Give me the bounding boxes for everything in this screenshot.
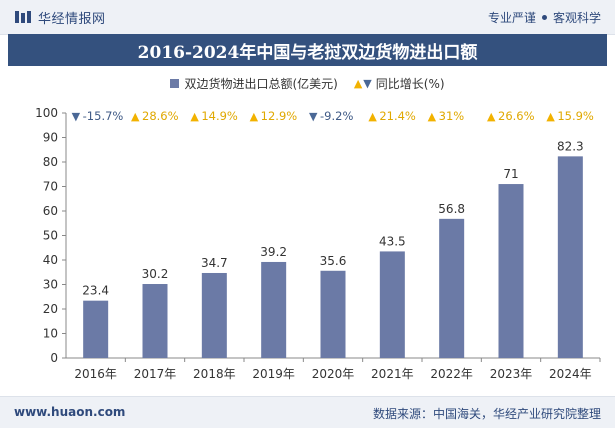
growth-label: ▲ 15.9% (546, 109, 594, 123)
bar-value-label: 34.7 (201, 256, 228, 270)
growth-value: -9.2% (320, 109, 353, 123)
triangle-up-icon: ▲ (368, 110, 377, 123)
growth-label: ▲ 31% (428, 109, 465, 123)
x-tick-label: 2022年 (430, 367, 473, 381)
footer: www.huaon.com 数据来源：中国海关，华经产业研究院整理 (0, 396, 615, 428)
x-tick-label: 2020年 (312, 367, 355, 381)
bar-value-label: 82.3 (557, 139, 584, 153)
bar[interactable] (439, 218, 465, 358)
growth-label: ▲ 28.6% (131, 109, 179, 123)
triangle-down-icon: ▼ (72, 110, 81, 123)
triangle-down-icon: ▼ (363, 76, 372, 90)
growth-label: ▲ 26.6% (487, 109, 535, 123)
bar[interactable] (557, 156, 583, 358)
triangle-up-icon: ▲ (428, 110, 437, 123)
title-bar: 2016-2024年中国与老挝双边货物进出口额 (8, 34, 607, 66)
slogan-right: 客观科学 (552, 11, 601, 25)
x-tick-label: 2016年 (74, 367, 117, 381)
growth-value: -15.7% (83, 109, 124, 123)
bar[interactable] (83, 300, 109, 358)
triangle-up-icon: ▲ (353, 76, 363, 90)
triangle-up-icon: ▲ (250, 110, 259, 123)
legend-label-growth: 同比增长(%) (375, 76, 445, 91)
bar[interactable] (201, 272, 227, 358)
legend-swatch-icon (170, 78, 180, 88)
bar-value-label: 35.6 (320, 254, 347, 268)
brand[interactable]: 华经情报网 (14, 8, 106, 27)
triangle-down-icon: ▼ (309, 110, 318, 123)
brand-name: 华经情报网 (38, 11, 106, 27)
x-tick-label: 2024年 (549, 367, 592, 381)
bar-value-label: 30.2 (142, 267, 169, 281)
growth-value: 12.9% (261, 109, 298, 123)
growth-label: ▲ 21.4% (368, 109, 416, 123)
y-tick-label: 60 (43, 204, 58, 218)
slogan: 专业严谨 客观科学 (488, 9, 601, 26)
growth-label: ▲ 12.9% (250, 109, 298, 123)
x-tick-label: 2021年 (371, 367, 414, 381)
growth-label: ▼ -15.7% (72, 109, 124, 123)
growth-label: ▲ 14.9% (190, 109, 238, 123)
x-tick-label: 2018年 (193, 367, 236, 381)
y-tick-label: 0 (50, 351, 58, 365)
y-axis: 0 10 20 30 40 50 60 70 80 90 100 (35, 106, 67, 365)
y-tick-label: 40 (43, 253, 58, 267)
chart-title: 2016-2024年中国与老挝双边货物进出口额 (137, 42, 478, 63)
x-tick-label: 2023年 (490, 367, 533, 381)
bar[interactable] (379, 251, 405, 358)
growth-value: 21.4% (379, 109, 416, 123)
growth-label: ▼ -9.2% (309, 109, 353, 123)
bar[interactable] (498, 184, 524, 358)
triangle-up-icon: ▲ (487, 110, 496, 123)
growth-value: 14.9% (201, 109, 238, 123)
bar[interactable] (261, 261, 287, 358)
y-tick-label: 30 (43, 278, 58, 292)
growth-value: 15.9% (557, 109, 594, 123)
y-tick-label: 80 (43, 155, 58, 169)
bar-value-label: 71 (503, 167, 518, 181)
x-axis: 2016年 2017年 2018年 2019年 2020年 2021年 2022年 2023年… (66, 357, 601, 381)
y-tick-label: 10 (43, 327, 58, 341)
y-tick-label: 100 (35, 106, 58, 120)
y-tick-label: 70 (43, 180, 58, 194)
x-tick-label: 2017年 (134, 367, 177, 381)
y-tick-label: 50 (43, 229, 58, 243)
slogan-dot-icon (541, 15, 547, 20)
y-tick-label: 90 (43, 131, 58, 145)
legend-item-growth[interactable]: ▲ ▼ 同比增长(%) (354, 75, 445, 92)
legend: 双边货物进出口总额(亿美元) ▲ ▼ 同比增长(%) (0, 74, 615, 92)
bar-value-label: 23.4 (82, 284, 109, 298)
bar[interactable] (142, 284, 168, 358)
triangle-up-icon: ▲ (546, 110, 555, 123)
growth-value: 26.6% (498, 109, 535, 123)
legend-label-total: 双边货物进出口总额(亿美元) (184, 76, 338, 91)
growth-value: 28.6% (142, 109, 179, 123)
bar[interactable] (320, 270, 346, 358)
bar-value-label: 56.8 (438, 202, 465, 216)
x-tick-label: 2019年 (252, 367, 295, 381)
growth-labels: ▼ -15.7% ▲ 28.6% ▲ 14.9% ▲ 12.9% ▼ -9.2% ▲ 21.4% ▲ 31… (72, 109, 594, 123)
y-tick-label: 20 (43, 302, 58, 316)
slogan-left: 专业严谨 (487, 11, 536, 25)
footer-source: 数据来源：中国海关，华经产业研究院整理 (372, 407, 601, 421)
bar-value-label: 43.5 (379, 234, 406, 248)
bars: 23.4 30.2 34.7 39.2 35.6 43.5 56.8 71 82.3 (82, 139, 584, 358)
bar-value-label: 39.2 (260, 245, 287, 259)
growth-value: 31% (439, 109, 465, 123)
legend-item-total[interactable]: 双边货物进出口总额(亿美元) (170, 75, 338, 92)
footer-url[interactable]: www.huaon.com (14, 405, 126, 419)
triangle-up-icon: ▲ (190, 110, 199, 123)
triangle-up-icon: ▲ (131, 110, 140, 123)
brand-logo-icon (15, 11, 31, 23)
